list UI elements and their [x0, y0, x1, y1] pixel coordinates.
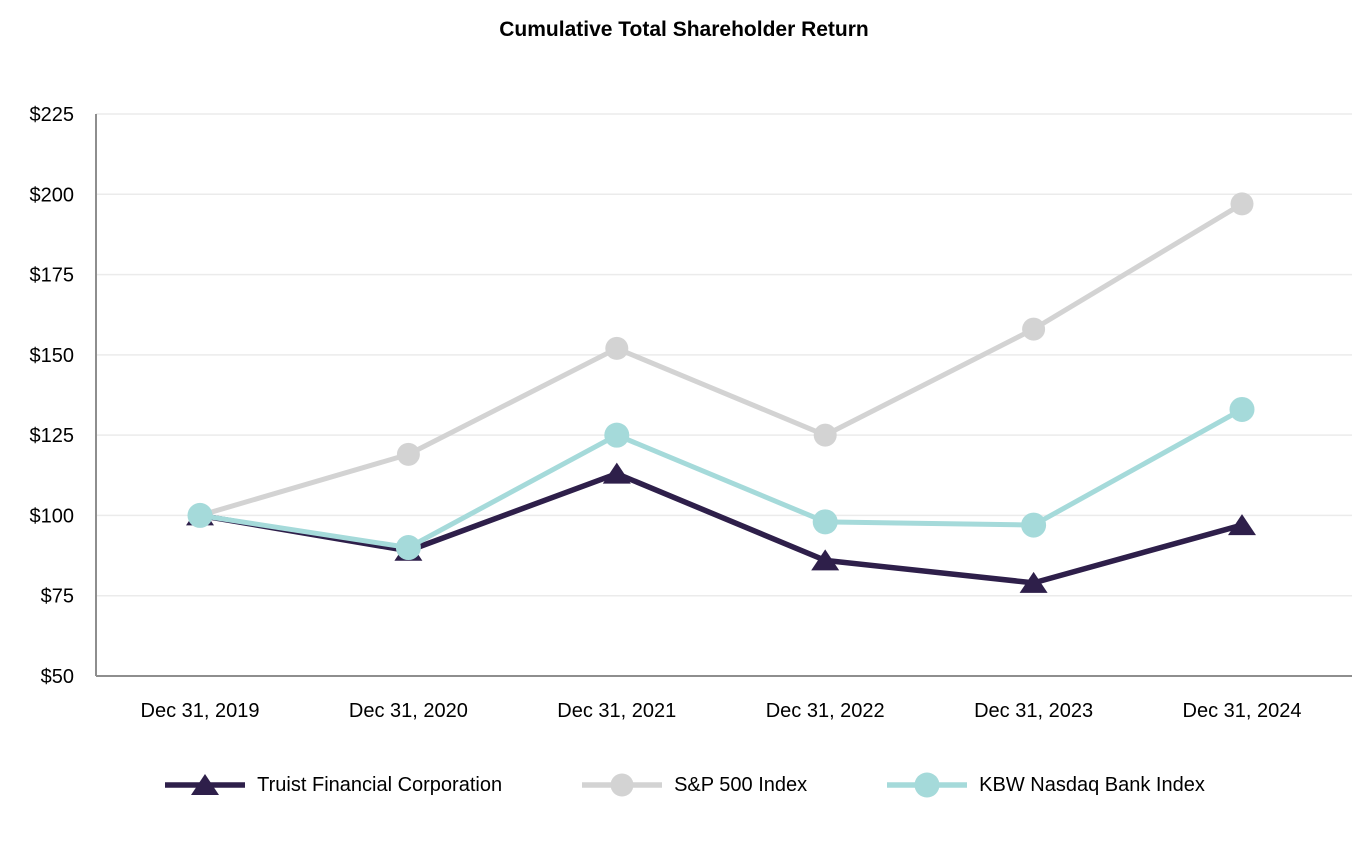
legend-item-kbw-nasdaq-bank-index: KBW Nasdaq Bank Index — [885, 770, 1205, 800]
y-tick-label: $225 — [30, 104, 75, 126]
data-point-marker-triangle — [1019, 571, 1048, 593]
legend-marker-circle — [582, 773, 663, 797]
y-tick-label: $100 — [30, 505, 75, 527]
data-point-marker-circle — [813, 423, 837, 447]
y-tick-label: $75 — [41, 586, 74, 608]
legend-circle-glyph — [914, 772, 940, 798]
series-truist-financial-corporation — [186, 462, 1256, 593]
x-tick-label: Dec 31, 2024 — [1183, 700, 1302, 722]
chart-plot-area: $225 $200 $175 $150 $125 $100 $75 $50 Dec 31, 20… — [30, 104, 1352, 722]
x-tick-label: Dec 31, 2020 — [349, 700, 468, 722]
legend-triangle-glyph — [191, 774, 220, 795]
x-tick-label: Dec 31, 2023 — [974, 700, 1093, 722]
chart-title: Cumulative Total Shareholder Return — [499, 18, 869, 41]
chart-legend: Truist Financial Corporation S&P 500 Inde… — [0, 770, 1368, 800]
data-point-marker-circle — [1021, 512, 1047, 538]
data-point-marker-circle — [812, 509, 838, 535]
data-point-marker-triangle — [1228, 514, 1256, 536]
data-point-marker-circle — [605, 336, 629, 360]
data-point-marker-triangle — [811, 549, 840, 571]
data-point-marker-circle — [395, 535, 421, 561]
data-point-marker-circle — [1229, 396, 1255, 422]
series-kbw-nasdaq-bank-index — [187, 396, 1255, 561]
data-point-marker-circle — [187, 502, 213, 528]
series-line-s-p-500-index — [197, 201, 1245, 518]
y-tick-label: $50 — [41, 666, 74, 688]
series-line-truist-financial-corporation — [197, 470, 1245, 586]
legend-marker-circle — [887, 772, 968, 798]
data-point-marker-circle — [1022, 317, 1046, 341]
series-line-kbw-nasdaq-bank-index — [197, 406, 1245, 551]
y-tick-label: $175 — [30, 265, 75, 287]
y-tick-label: $150 — [30, 345, 75, 367]
data-point-marker-triangle — [602, 462, 631, 484]
x-tick-label: Dec 31, 2021 — [557, 700, 676, 722]
legend-label: S&P 500 Index — [674, 773, 808, 796]
legend-item-s-p-500-index: S&P 500 Index — [580, 770, 807, 800]
y-tick-label: $125 — [30, 425, 75, 447]
legend-circle-glyph — [610, 773, 634, 797]
data-point-marker-circle — [396, 442, 420, 466]
y-tick-label: $200 — [30, 184, 75, 206]
legend-label: KBW Nasdaq Bank Index — [979, 773, 1205, 796]
data-point-marker-circle — [604, 422, 630, 448]
x-tick-label: Dec 31, 2019 — [141, 700, 260, 722]
legend-marker-triangle — [165, 774, 246, 795]
legend-label: Truist Financial Corporation — [257, 773, 503, 796]
legend-item-truist-financial-corporation: Truist Financial Corporation — [163, 770, 502, 800]
data-point-marker-circle — [1230, 192, 1254, 216]
x-tick-label: Dec 31, 2022 — [766, 700, 885, 722]
